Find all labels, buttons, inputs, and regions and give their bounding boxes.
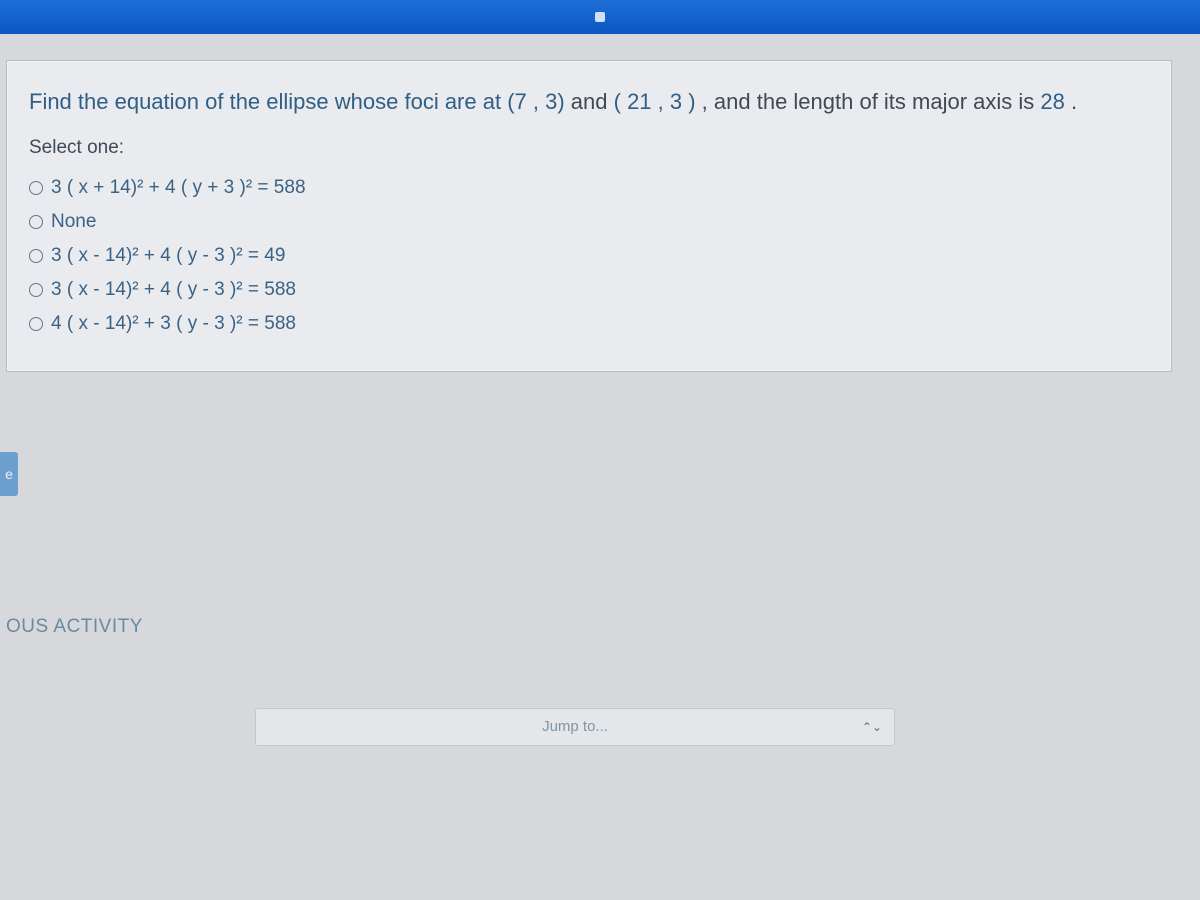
jump-to-row: Jump to... ⌃⌄ bbox=[0, 708, 1190, 746]
select-one-label: Select one: bbox=[29, 137, 1149, 159]
radio-icon[interactable] bbox=[29, 283, 43, 297]
page-body: Find the equation of the ellipse whose f… bbox=[0, 34, 1200, 746]
option-row[interactable]: None bbox=[29, 205, 1149, 239]
radio-icon[interactable] bbox=[29, 215, 43, 229]
question-card: Find the equation of the ellipse whose f… bbox=[6, 60, 1172, 372]
option-text: None bbox=[51, 211, 96, 233]
previous-activity-link[interactable]: OUS ACTIVITY bbox=[6, 616, 1190, 638]
question-mid: and bbox=[571, 89, 614, 114]
question-focus-2: ( 21 , 3 ) bbox=[614, 89, 696, 114]
question-suffix1: , and the length of its major axis is bbox=[702, 89, 1041, 114]
option-row[interactable]: 3 ( x - 14)² + 4 ( y - 3 )² = 49 bbox=[29, 239, 1149, 273]
browser-top-bar bbox=[0, 0, 1200, 34]
option-text: 3 ( x - 14)² + 4 ( y - 3 )² = 588 bbox=[51, 279, 296, 301]
question-focus-1: (7 , 3) bbox=[507, 89, 564, 114]
question-text: Find the equation of the ellipse whose f… bbox=[29, 87, 1149, 117]
options-list: 3 ( x + 14)² + 4 ( y + 3 )² = 588 None 3… bbox=[29, 171, 1149, 341]
question-prefix: Find the equation of the ellipse whose f… bbox=[29, 89, 507, 114]
option-text: 3 ( x - 14)² + 4 ( y - 3 )² = 49 bbox=[51, 245, 285, 267]
jump-to-label: Jump to... bbox=[542, 718, 608, 735]
question-major-axis: 28 bbox=[1040, 89, 1064, 114]
jump-to-select[interactable]: Jump to... ⌃⌄ bbox=[255, 708, 895, 746]
option-row[interactable]: 3 ( x + 14)² + 4 ( y + 3 )² = 588 bbox=[29, 171, 1149, 205]
option-row[interactable]: 4 ( x - 14)² + 3 ( y - 3 )² = 588 bbox=[29, 307, 1149, 341]
radio-icon[interactable] bbox=[29, 181, 43, 195]
browser-center-indicator bbox=[595, 12, 605, 22]
option-text: 4 ( x - 14)² + 3 ( y - 3 )² = 588 bbox=[51, 313, 296, 335]
chevron-updown-icon: ⌃⌄ bbox=[862, 720, 882, 734]
option-row[interactable]: 3 ( x - 14)² + 4 ( y - 3 )² = 588 bbox=[29, 273, 1149, 307]
flag-label: e bbox=[5, 466, 13, 482]
flag-tab[interactable]: e bbox=[0, 452, 18, 496]
radio-icon[interactable] bbox=[29, 317, 43, 331]
question-suffix2: . bbox=[1071, 89, 1077, 114]
option-text: 3 ( x + 14)² + 4 ( y + 3 )² = 588 bbox=[51, 177, 306, 199]
radio-icon[interactable] bbox=[29, 249, 43, 263]
